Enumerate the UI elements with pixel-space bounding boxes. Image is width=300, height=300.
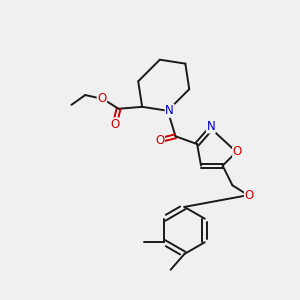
Text: O: O bbox=[233, 146, 242, 158]
Text: N: N bbox=[206, 120, 215, 133]
Text: O: O bbox=[97, 92, 106, 106]
Text: N: N bbox=[165, 104, 174, 117]
Text: O: O bbox=[155, 134, 164, 147]
Text: O: O bbox=[110, 118, 119, 131]
Text: O: O bbox=[244, 189, 254, 202]
